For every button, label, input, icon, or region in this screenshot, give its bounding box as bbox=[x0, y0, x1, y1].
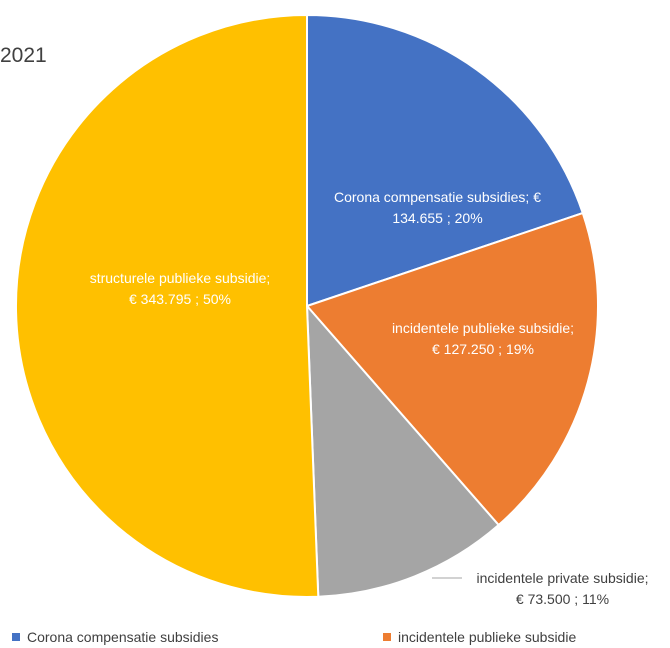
pie-slice-incidentele-private bbox=[305, 303, 501, 598]
legend-item-corona-compensatie: Corona compensatie subsidies bbox=[12, 629, 218, 645]
data-label-structurele-publieke: structurele publieke subsidie; € 343.795… bbox=[55, 268, 305, 310]
data-label-line: structurele publieke subsidie; bbox=[89, 270, 271, 286]
data-label-line: € 343.795 ; 50% bbox=[129, 291, 231, 307]
data-label-line: incidentele private subsidie; bbox=[476, 570, 649, 586]
pie-slice-corona-compensatie bbox=[306, 13, 585, 308]
legend-swatch bbox=[383, 633, 391, 641]
legend-label: incidentele publieke subsidie bbox=[398, 629, 577, 645]
data-label-incidentele-publieke: incidentele publieke subsidie; € 127.250… bbox=[358, 318, 608, 360]
data-label-line: € 73.500 ; 11% bbox=[515, 591, 610, 607]
legend-label: Corona compensatie subsidies bbox=[27, 629, 219, 645]
data-label-line: € 127.250 ; 19% bbox=[432, 341, 534, 357]
pie-slice-structurele-publieke bbox=[15, 13, 320, 598]
data-label-line: 134.655 ; 20% bbox=[392, 210, 483, 226]
data-label-corona-compensatie: Corona compensatie subsidies; € 134.655 … bbox=[300, 187, 575, 229]
data-label-line: Corona compensatie subsidies; € bbox=[333, 189, 541, 205]
chart-title: 2021 bbox=[0, 44, 47, 67]
pie-slice-incidentele-publieke bbox=[305, 211, 600, 527]
legend-swatch bbox=[12, 633, 20, 641]
data-label-incidentele-private: incidentele private subsidie; € 73.500 ;… bbox=[455, 568, 670, 610]
data-label-line: incidentele publieke subsidie; bbox=[391, 320, 575, 336]
legend-item-incidentele-publieke: incidentele publieke subsidie bbox=[383, 629, 576, 645]
